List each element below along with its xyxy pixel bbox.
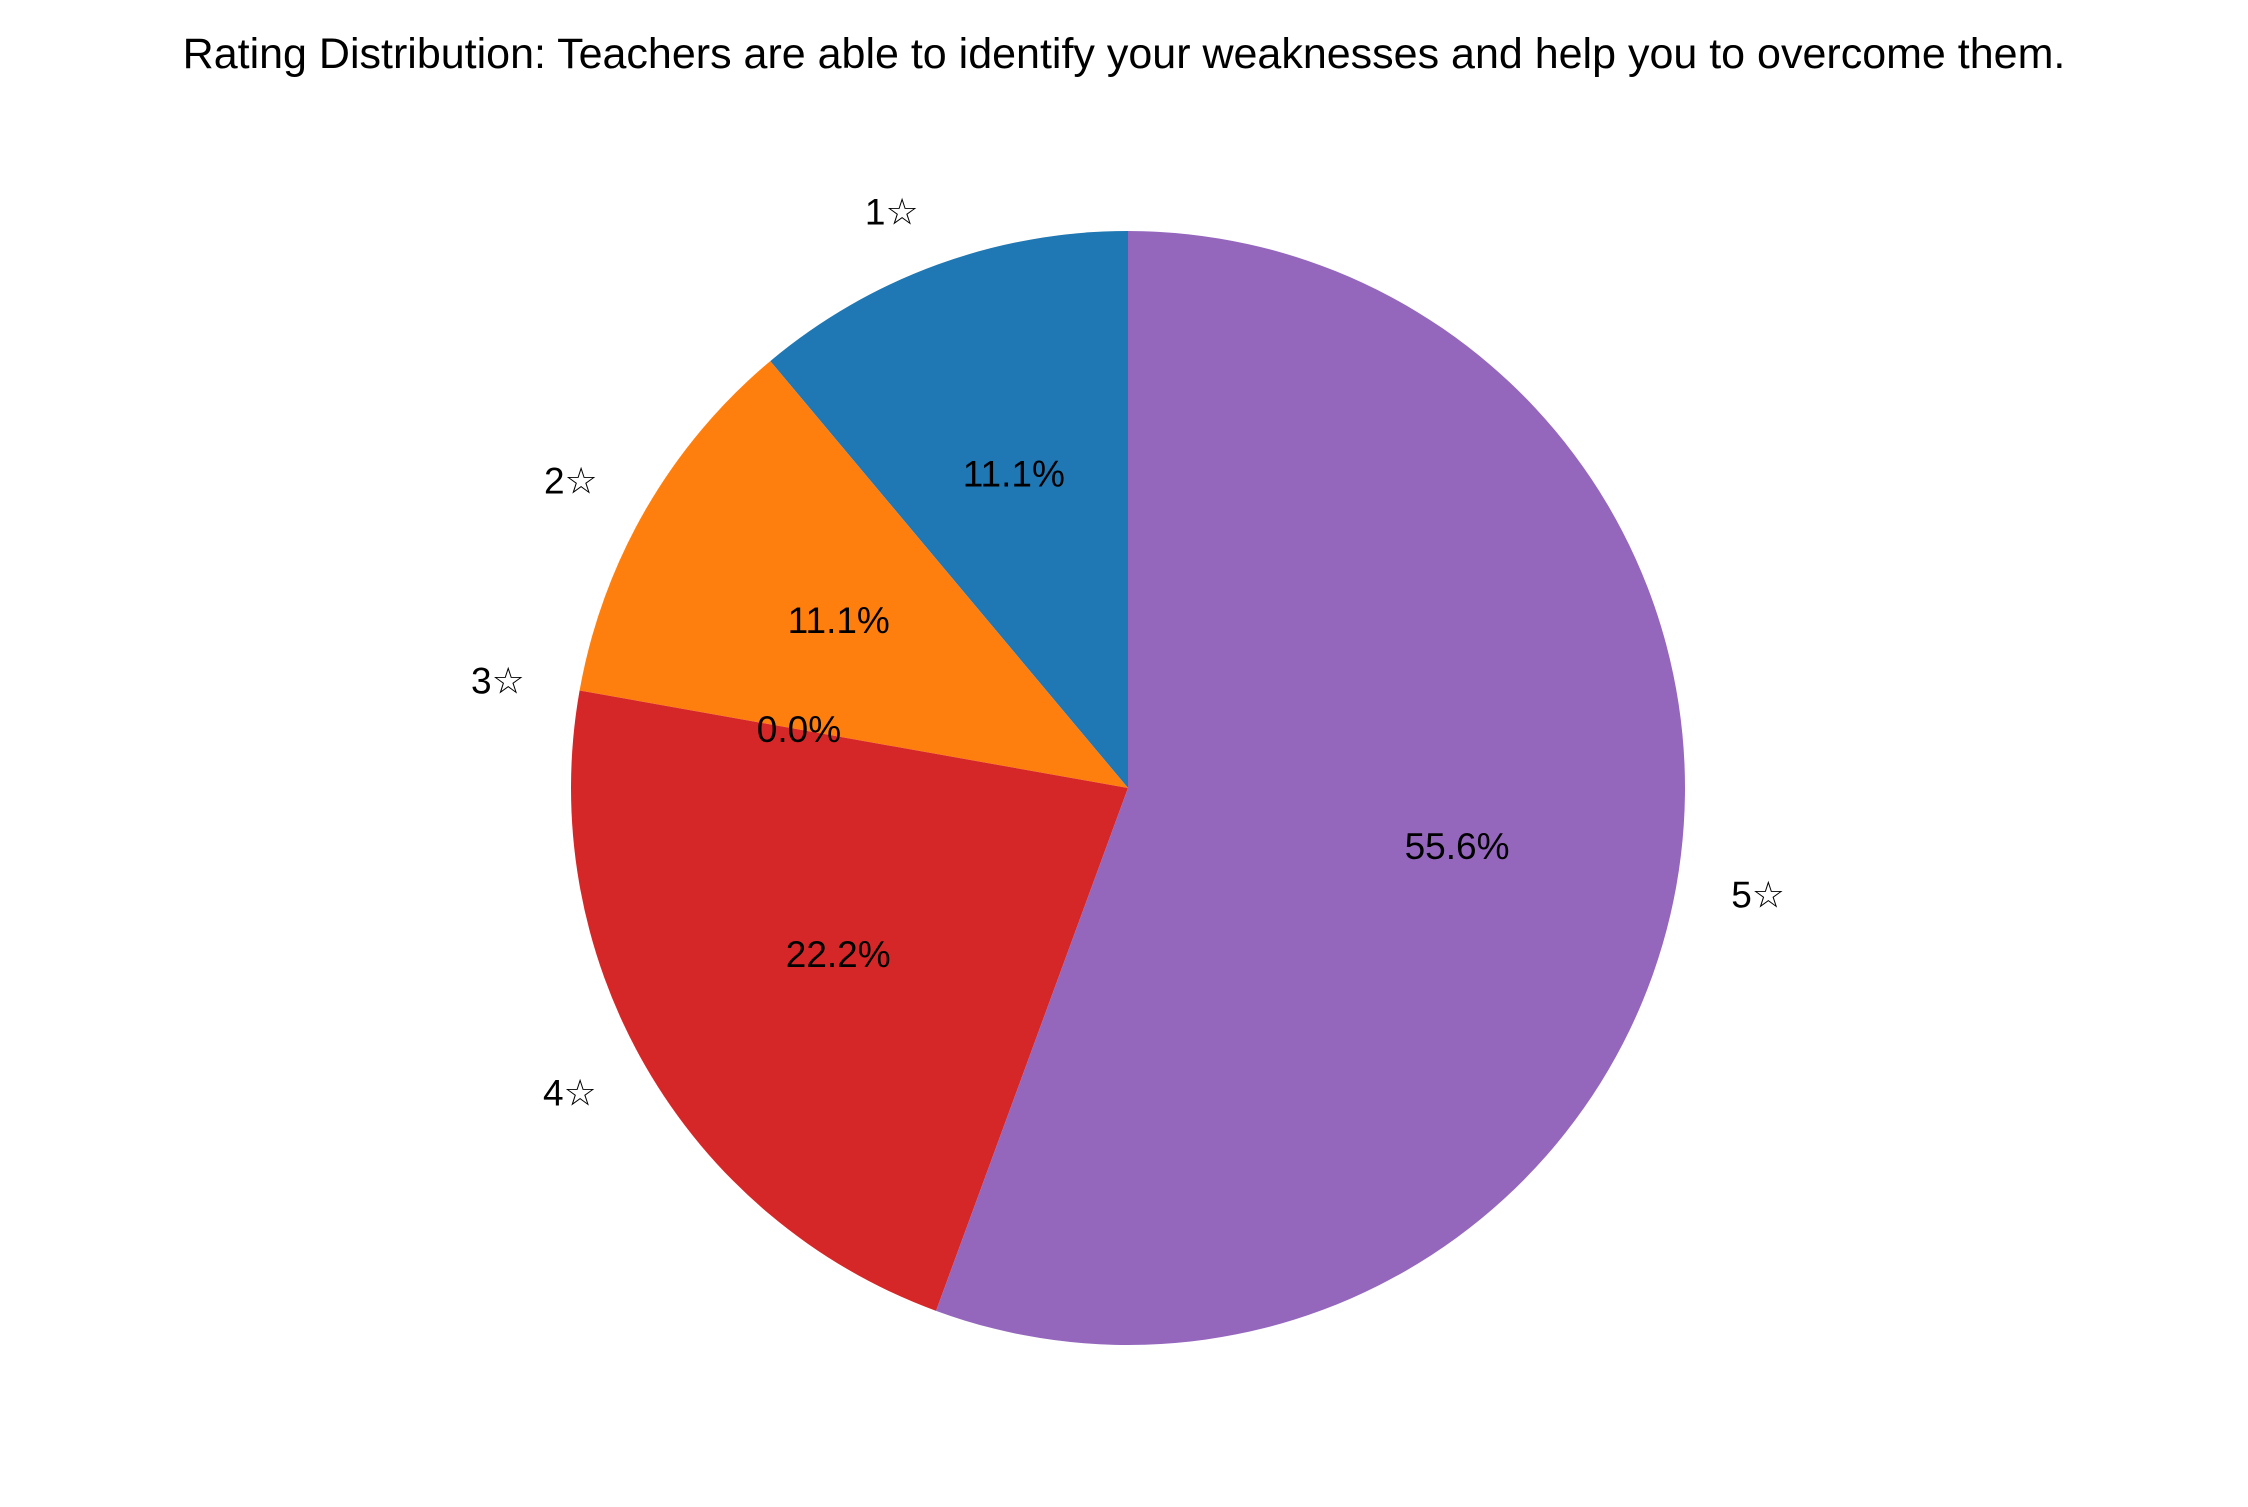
slice-percent-label-2: 11.1% [788,600,890,641]
slice-percent-label-4: 22.2% [786,934,891,975]
pie-slices [570,231,1685,1345]
slice-percent-label-1: 11.1% [963,453,1065,494]
slice-category-label-5: 5☆ [1731,875,1785,916]
slice-category-label-3: 3☆ [471,660,525,701]
slice-category-label-1: 1☆ [865,192,919,233]
pie-slice-5 [936,231,1685,1345]
slice-category-label-2: 2☆ [544,461,598,502]
pie-slice-4 [570,690,1128,1311]
slice-percent-label-5: 55.6% [1405,826,1510,867]
slice-category-label-4: 4☆ [543,1073,597,1114]
slice-percent-label-3: 0.0% [757,709,841,750]
pie-slice-1 [770,231,1128,788]
pie-slice-2 [579,361,1128,788]
chart-title: Rating Distribution: Teachers are able t… [183,30,2066,78]
pie-labels: 1☆ 11.1% 2☆ 11.1% 3☆ 0.0% 4☆ 22.2% 5☆ 55.6% [471,192,1785,1114]
